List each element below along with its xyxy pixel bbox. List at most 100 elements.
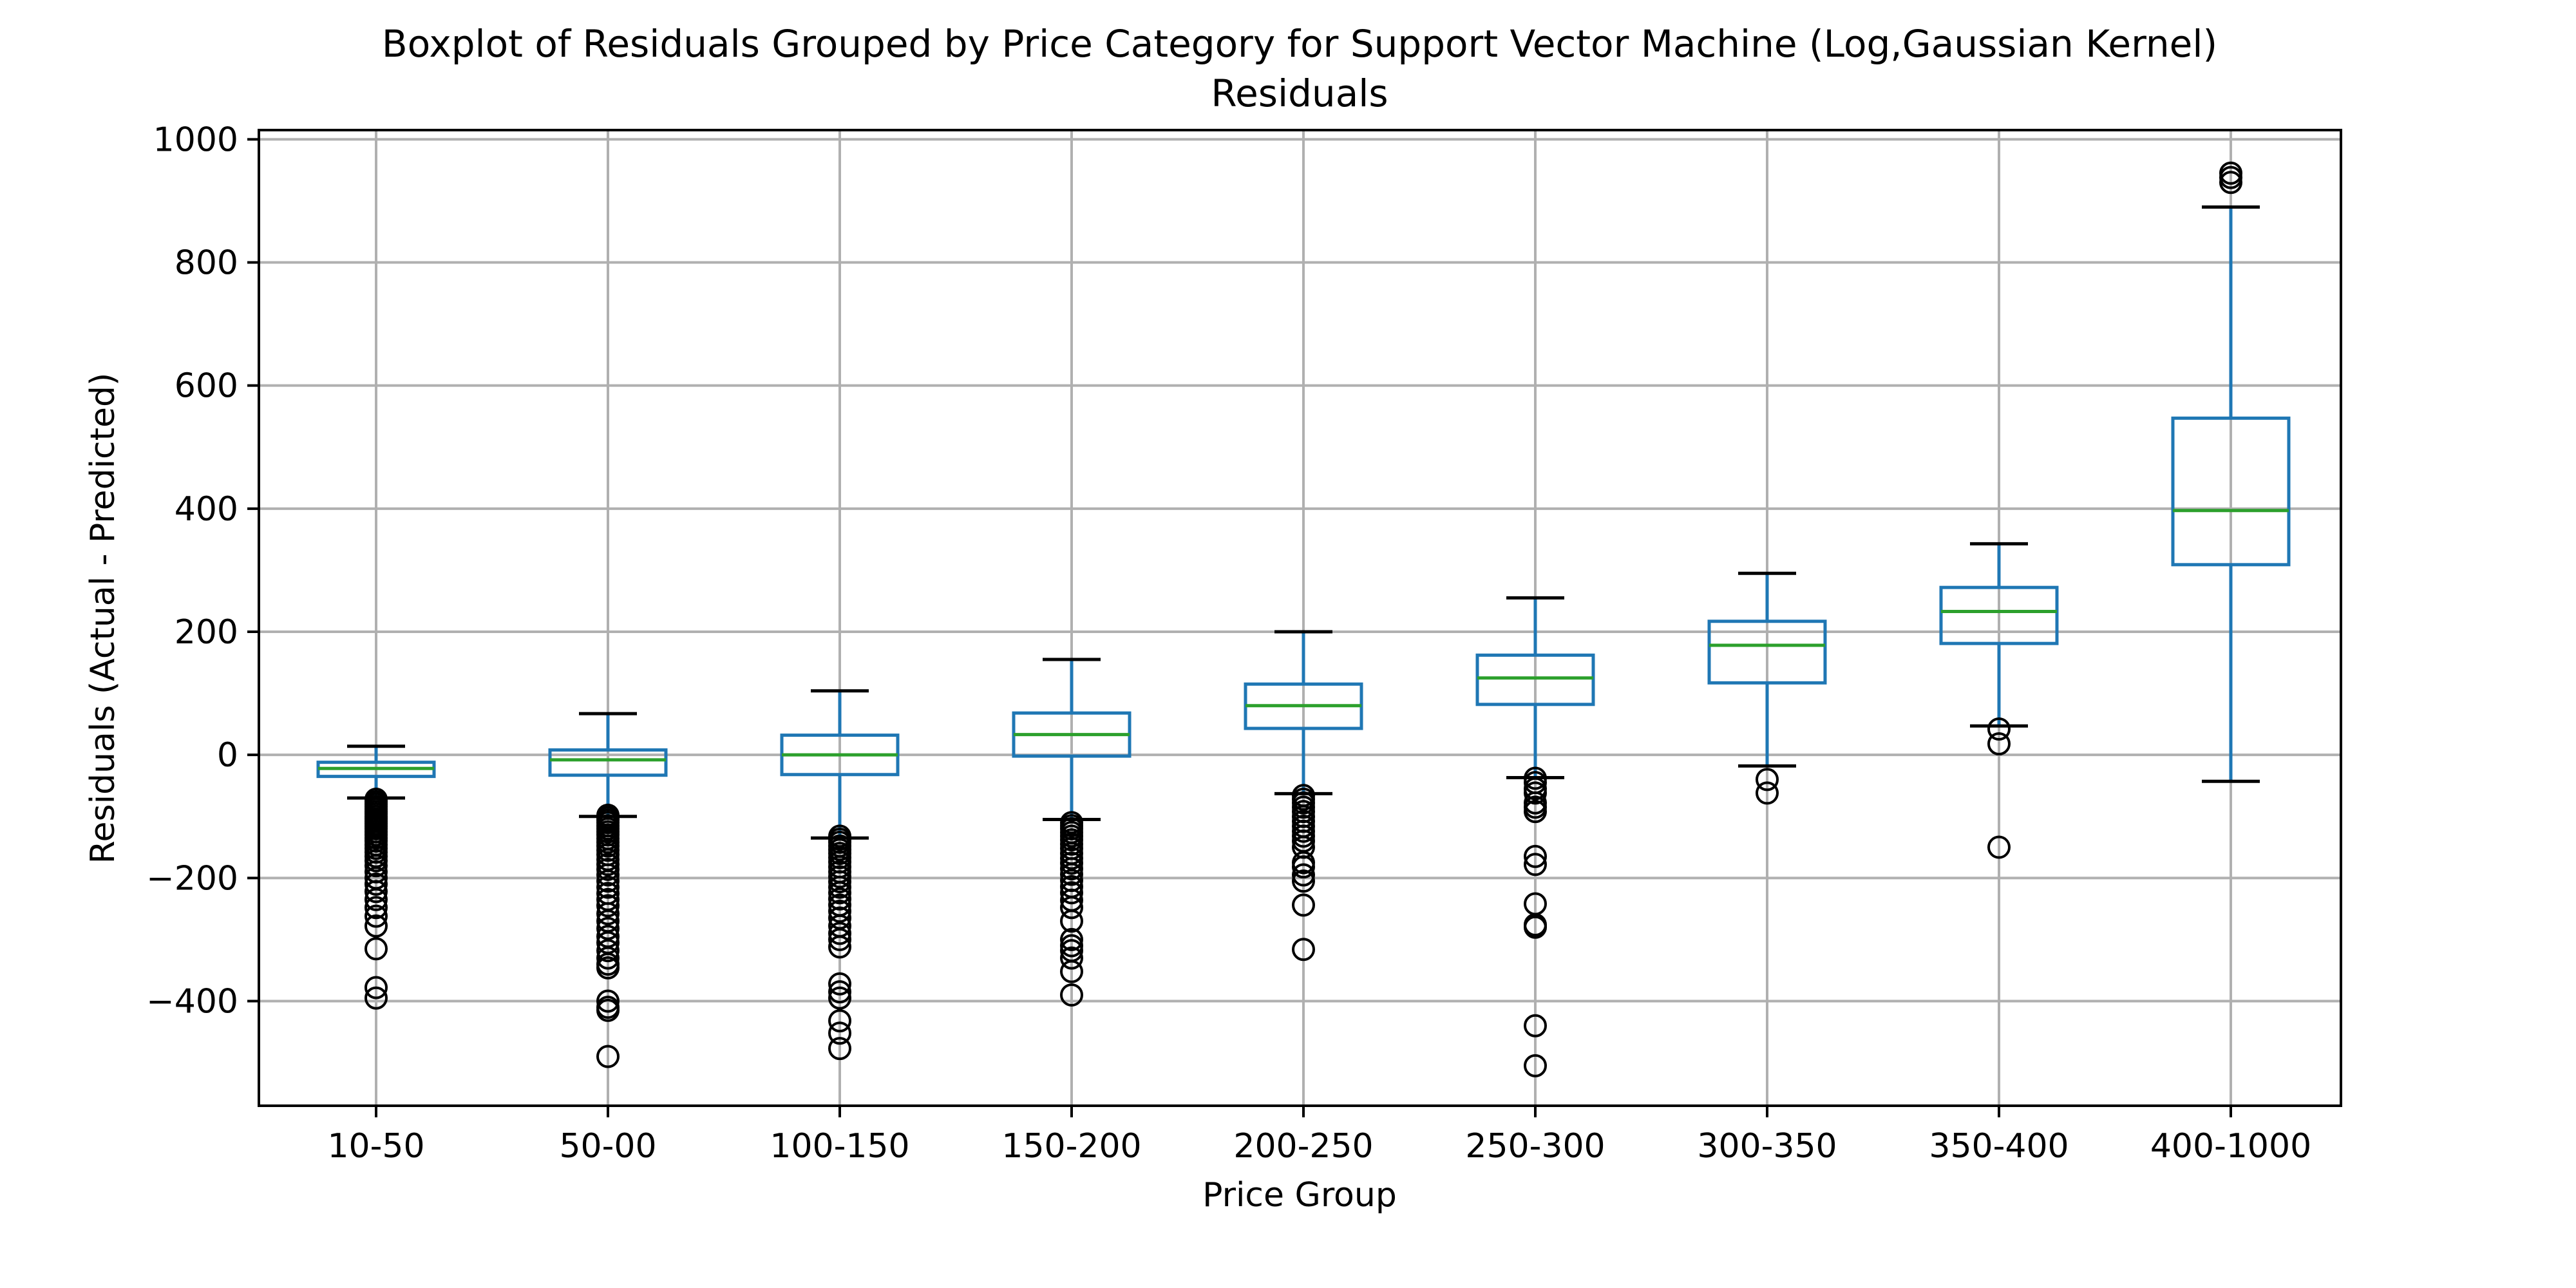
outlier-point: [365, 854, 388, 878]
outlier-point: [828, 1009, 851, 1033]
outlier-point: [1060, 909, 1083, 933]
x-tick-label: 100-150: [770, 1127, 909, 1166]
outlier-point: [1292, 863, 1315, 887]
outlier-point: [1060, 983, 1083, 1007]
iqr-box: [1475, 653, 1595, 706]
outlier-point: [828, 927, 851, 951]
x-tick-label: 300-350: [1697, 1127, 1837, 1166]
x-tick-label: 150-200: [1001, 1127, 1141, 1166]
outlier-point: [1524, 1014, 1547, 1037]
outlier-point: [1756, 781, 1779, 805]
y-tick-label: −400: [146, 983, 238, 1021]
y-tick-label: 1000: [153, 120, 238, 159]
y-tick-label: 800: [175, 244, 238, 283]
iqr-box: [548, 748, 668, 777]
boxes: [316, 161, 2291, 1077]
outlier-point: [1524, 781, 1547, 805]
outlier-point: [596, 998, 620, 1022]
box-50-00: [548, 712, 668, 1068]
outlier-point: [1524, 1054, 1547, 1077]
outlier-point: [596, 939, 620, 963]
iqr-box: [2171, 416, 2291, 567]
outlier-point: [828, 899, 851, 923]
outlier-point: [365, 937, 388, 961]
y-tick-label: 200: [175, 613, 238, 652]
outlier-point: [828, 881, 851, 905]
outlier-point: [1987, 732, 2011, 755]
y-axis-ticks: 1000 800 600 400 200 0 −200 −400: [146, 120, 259, 1021]
plot-area-frame: [258, 129, 2342, 1107]
outlier-point: [1292, 869, 1315, 893]
box-200-250: [1244, 630, 1363, 961]
x-tick-label: 250-300: [1465, 1127, 1605, 1166]
outlier-point: [1060, 862, 1083, 886]
x-axis-label: Price Group: [1202, 1176, 1397, 1215]
outlier-point: [828, 972, 851, 996]
box-10-50: [316, 744, 436, 1010]
x-tick-label: 200-250: [1233, 1127, 1373, 1166]
x-tick-label: 50-00: [559, 1127, 656, 1166]
outlier-point: [596, 1045, 620, 1068]
chart-subtitle: Residuals: [1211, 71, 1388, 115]
outlier-point: [1524, 844, 1547, 868]
outlier-point: [2219, 161, 2242, 185]
outlier-point: [596, 863, 620, 887]
box-250-300: [1475, 596, 1595, 1077]
outlier-point: [1060, 927, 1083, 951]
outlier-point: [828, 887, 851, 911]
outlier-point: [828, 870, 851, 894]
outlier-point: [365, 904, 388, 928]
x-tick-label: 400-1000: [2150, 1127, 2311, 1166]
outlier-point: [828, 1037, 851, 1061]
outlier-point: [1524, 800, 1547, 824]
box-400-1000: [2171, 161, 2291, 783]
outlier-point: [365, 914, 388, 938]
x-tick-label: 350-400: [1929, 1127, 2069, 1166]
outlier-point: [828, 1021, 851, 1045]
outlier-point: [828, 875, 851, 899]
x-axis-ticks: 10-50 50-00 100-150 150-200 200-250 250-300 30…: [327, 1106, 2311, 1166]
y-tick-label: 400: [175, 490, 238, 529]
outlier-point: [1060, 946, 1083, 970]
box-100-150: [780, 689, 900, 1061]
box-150-200: [1012, 658, 1132, 1007]
outlier-point: [1292, 938, 1315, 961]
outlier-point: [1060, 881, 1083, 905]
outlier-point: [596, 916, 620, 940]
outlier-point: [365, 896, 388, 920]
outlier-point: [1987, 717, 2011, 741]
outlier-point: [1524, 853, 1547, 876]
outlier-point: [828, 980, 851, 1004]
outlier-point: [596, 989, 620, 1013]
outlier-point: [365, 976, 388, 999]
iqr-box: [1939, 585, 2059, 645]
box-300-350: [1707, 571, 1827, 805]
outlier-point: [365, 887, 388, 911]
outlier-point: [828, 935, 851, 959]
outlier-point: [596, 902, 620, 925]
iqr-box: [1707, 620, 1827, 685]
outlier-point: [596, 946, 620, 970]
outlier-point: [596, 869, 620, 893]
box-350-400: [1939, 542, 2059, 859]
outlier-point: [365, 880, 388, 904]
outlier-point: [1987, 835, 2011, 859]
y-tick-label: 0: [217, 736, 238, 775]
outlier-point: [596, 956, 620, 980]
outlier-point: [365, 986, 388, 1010]
outlier-point: [1756, 768, 1779, 791]
outlier-point: [1524, 915, 1547, 939]
outlier-point: [1060, 851, 1083, 875]
outlier-point: [365, 872, 388, 896]
y-tick-label: −200: [146, 859, 238, 898]
outlier-point: [596, 875, 620, 899]
chart-title: Boxplot of Residuals Grouped by Price Ca…: [382, 22, 2217, 66]
outlier-point: [596, 857, 620, 881]
x-tick-label: 10-50: [327, 1127, 424, 1166]
y-axis-label: Residuals (Actual - Predicted): [84, 373, 122, 864]
outlier-point: [1060, 960, 1083, 983]
outlier-point: [1292, 893, 1315, 917]
outlier-point: [828, 922, 851, 945]
